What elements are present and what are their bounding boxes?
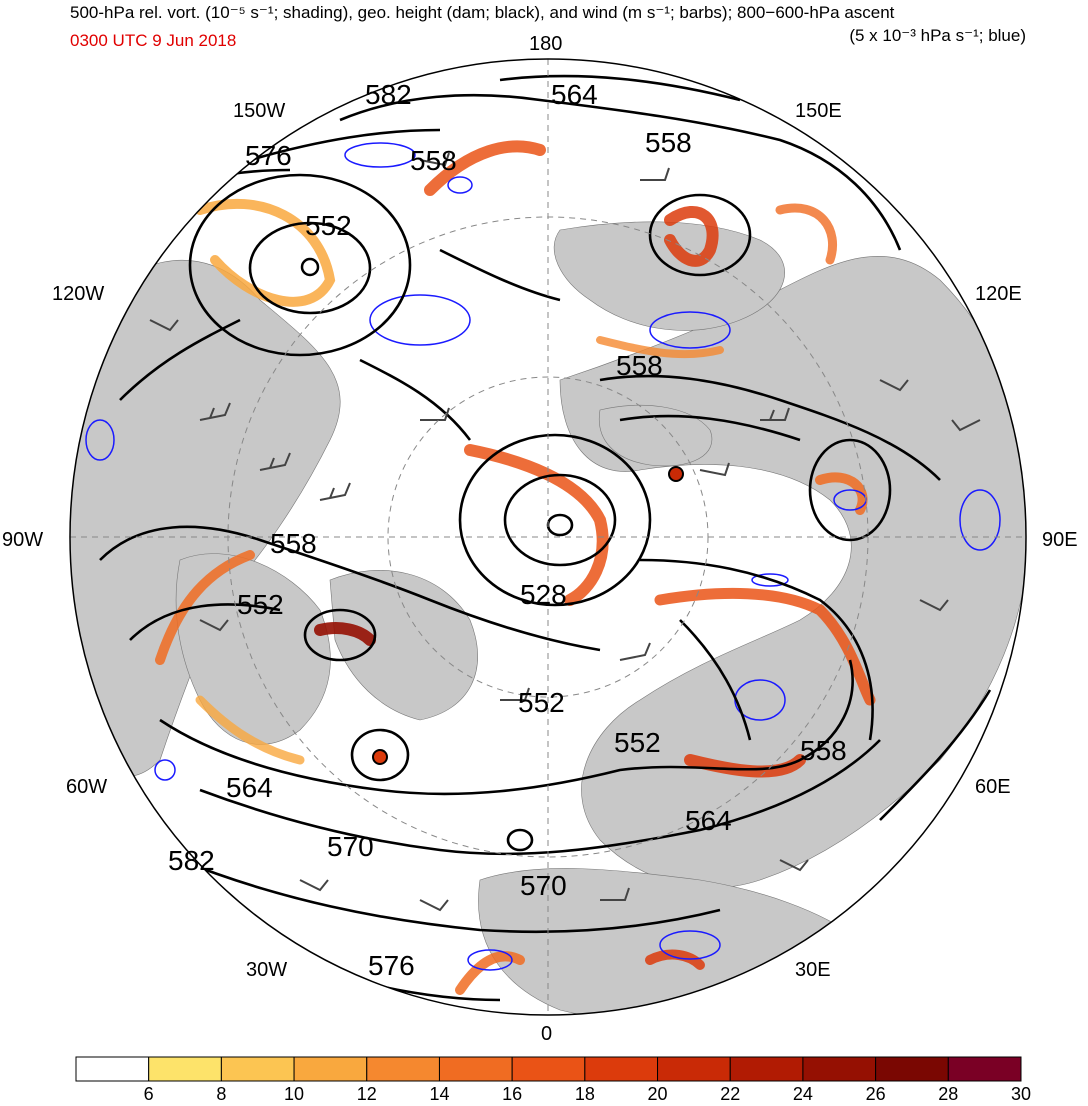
land-masses [70, 221, 1026, 1015]
longitude-labels: 180 0 90W 90E 150W 120W 60W 30W 150E 120… [2, 33, 1078, 1045]
lon-label-90w: 90W [2, 529, 43, 551]
contour-label: 564 [226, 772, 273, 803]
colorbar-box [75, 1056, 150, 1082]
contour-label: 558 [800, 735, 847, 766]
colorbar: 6 8 10 12 14 16 18 20 22 24 26 28 30 [75, 1056, 1031, 1104]
vorticity-shading [155, 140, 876, 995]
contour-label: 528 [520, 579, 567, 610]
lon-label-150e: 150E [795, 100, 842, 122]
colorbar-tick-label: 26 [866, 1084, 886, 1104]
ascent-units-label: (5 x 10⁻³ hPa s⁻¹; blue) [849, 26, 1026, 45]
colorbar-box [366, 1056, 440, 1082]
colorbar-tick-label: 20 [648, 1084, 668, 1104]
contour-label: 558 [645, 127, 692, 158]
valid-time: 0300 UTC 9 Jun 2018 [70, 31, 237, 50]
polar-map: 582 564 576 558 552 558 558 558 552 528 … [2, 33, 1078, 1045]
colorbar-box [802, 1056, 877, 1082]
contour-label: 582 [168, 845, 215, 876]
colorbar-box [293, 1056, 368, 1082]
colorbar-tick-label: 14 [429, 1084, 449, 1104]
colorbar-ticks: 6 8 10 12 14 16 18 20 22 24 26 28 30 [144, 1084, 1031, 1104]
colorbar-tick-label: 12 [357, 1084, 377, 1104]
contour-label: 564 [685, 805, 732, 836]
contour-label: 552 [305, 210, 352, 241]
chart-title: 500-hPa rel. vort. (10⁻⁵ s⁻¹; shading), … [70, 3, 895, 22]
contour-label: 558 [410, 145, 457, 176]
contour-label: 552 [237, 589, 284, 620]
contour-label: 570 [327, 831, 374, 862]
colorbar-tick-label: 8 [216, 1084, 226, 1104]
graticule [70, 59, 1026, 1015]
contour-labels: 582 564 576 558 552 558 558 558 552 528 … [168, 79, 847, 981]
colorbar-tick-label: 10 [284, 1084, 304, 1104]
colorbar-tick-label: 30 [1011, 1084, 1031, 1104]
lon-label-150w: 150W [233, 100, 285, 122]
lon-label-30w: 30W [246, 959, 287, 981]
lon-label-120w: 120W [52, 283, 104, 305]
lon-label-60e: 60E [975, 776, 1011, 798]
contour-label: 558 [270, 528, 317, 559]
colorbar-boxes [75, 1056, 1022, 1082]
lon-label-60w: 60W [66, 776, 107, 798]
colorbar-tick-label: 6 [144, 1084, 154, 1104]
lon-label-120e: 120E [975, 283, 1022, 305]
colorbar-box [511, 1056, 586, 1082]
colorbar-box [438, 1056, 513, 1082]
wind-barbs [149, 152, 981, 912]
contour-label: 552 [614, 727, 661, 758]
lon-label-30e: 30E [795, 959, 831, 981]
colorbar-tick-label: 22 [720, 1084, 740, 1104]
contour-label: 576 [245, 140, 292, 171]
contour-label: 576 [368, 950, 415, 981]
map-border [69, 58, 1027, 1016]
colorbar-tick-label: 16 [502, 1084, 522, 1104]
colorbar-box [657, 1056, 731, 1082]
colorbar-tick-label: 24 [793, 1084, 813, 1104]
contour-label: 582 [365, 79, 412, 110]
lon-label-0: 0 [541, 1023, 552, 1045]
colorbar-box [148, 1056, 222, 1082]
colorbar-box [729, 1056, 804, 1082]
lon-label-90e: 90E [1042, 529, 1078, 551]
colorbar-tick-label: 18 [575, 1084, 595, 1104]
colorbar-box [947, 1056, 1022, 1082]
contour-label: 558 [616, 350, 663, 381]
contour-label: 552 [518, 687, 565, 718]
vortex-markers [300, 257, 684, 765]
lon-label-180: 180 [529, 33, 562, 55]
contour-label: 570 [520, 870, 567, 901]
colorbar-box [220, 1056, 295, 1082]
colorbar-box [584, 1056, 659, 1082]
colorbar-tick-label: 28 [938, 1084, 958, 1104]
contour-label: 564 [551, 79, 598, 110]
colorbar-box [875, 1056, 949, 1082]
